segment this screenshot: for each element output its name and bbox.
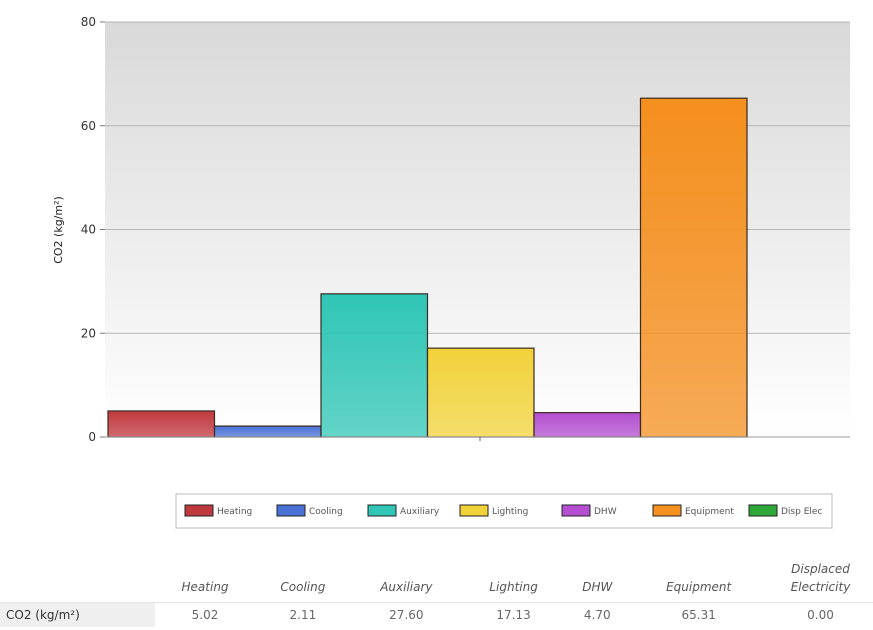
legend-label-equipment: Equipment (685, 507, 734, 517)
legend: Heating Cooling Auxiliary Lighting DHW Equipm… (175, 493, 833, 529)
y-tick-label: 0 (88, 430, 96, 444)
table-column-header: Lighting (489, 580, 538, 594)
table-column-header: Cooling (280, 580, 326, 594)
legend-label-disp-elec: Disp Elec (781, 507, 822, 517)
table-row: CO2 (kg/m²) 5.02 2.11 27.60 17.13 4.70 65.31 0… (0, 602, 873, 627)
legend-swatch-equipment (652, 504, 682, 517)
y-tick-label: 80 (81, 15, 96, 29)
bar-lighting (426, 347, 535, 438)
bar-cooling (213, 425, 322, 438)
legend-label-dhw: DHW (594, 507, 617, 517)
y-axis-ticks: 0 20 40 60 80 (81, 15, 105, 444)
legend-swatch-heating (184, 504, 214, 517)
table-column-header: DHW (582, 580, 613, 594)
table-cell: 65.31 (629, 602, 768, 627)
table-cell: 17.13 (462, 602, 566, 627)
table-header-row: Heating Cooling Auxiliary Lighting DHW Equipm… (0, 560, 873, 603)
table-column-header: Auxiliary (380, 580, 433, 594)
bars (107, 97, 748, 438)
co2-bar-chart: 0 20 40 60 80 CO2 (kg/m²) Heating Cooling Auxi… (52, 15, 850, 529)
legend-swatch-dhw (561, 504, 591, 517)
legend-label-heating: Heating (217, 507, 252, 517)
table-cell: 4.70 (565, 602, 630, 627)
y-tick-label: 40 (81, 223, 96, 237)
y-tick-label: 20 (81, 326, 96, 340)
bar-dhw (533, 412, 642, 438)
legend-swatch-auxiliary (367, 504, 397, 517)
table-corner (0, 560, 155, 603)
table-cell: 27.60 (350, 602, 462, 627)
table-cell: 5.02 (155, 602, 256, 627)
bar-equipment (639, 97, 748, 438)
legend-swatch-disp-elec (748, 504, 778, 517)
table-column-header: Displaced Electricity (790, 562, 851, 594)
table-column-header: Equipment (666, 580, 732, 594)
table-cell: 2.11 (255, 602, 351, 627)
legend-label-cooling: Cooling (309, 507, 343, 517)
data-table: Heating Cooling Auxiliary Lighting DHW Equipm… (0, 560, 873, 627)
y-tick-label: 60 (81, 119, 96, 133)
legend-label-lighting: Lighting (492, 507, 528, 517)
legend-swatch-lighting (459, 504, 489, 517)
y-axis-title: CO2 (kg/m²) (52, 196, 65, 264)
legend-swatch-cooling (276, 504, 306, 517)
legend-label-auxiliary: Auxiliary (400, 507, 440, 517)
table-cell: 0.00 (768, 602, 873, 627)
table-row-label: CO2 (kg/m²) (0, 602, 155, 627)
bar-auxiliary (320, 293, 429, 438)
bar-heating (107, 410, 216, 438)
table-column-header: Heating (181, 580, 229, 594)
